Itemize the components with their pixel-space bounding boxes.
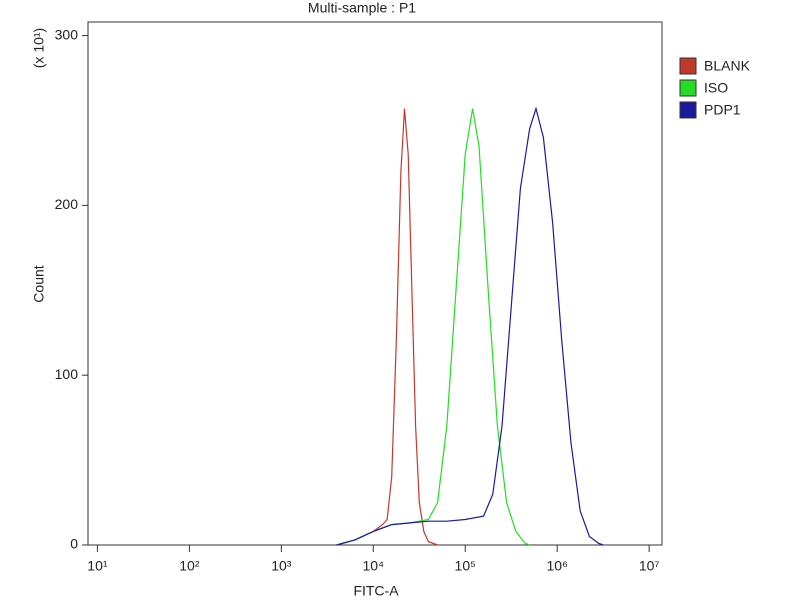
legend-swatch (679, 79, 697, 97)
y-tick-label: 300 (55, 26, 79, 42)
y-tick-label: 0 (70, 536, 78, 552)
legend-swatch (679, 57, 697, 75)
histogram-line (336, 106, 604, 546)
x-tick-label: 10⁷ (639, 558, 660, 574)
legend-label: ISO (704, 80, 728, 96)
legend-label: PDP1 (704, 102, 741, 118)
legend-label: BLANK (704, 58, 751, 74)
histogram-line (336, 108, 438, 546)
x-tick-label: 10³ (271, 558, 292, 574)
plot-frame (87, 21, 663, 546)
x-tick-label: 10¹ (87, 558, 108, 574)
chart-title: Multi-sample : P1 (308, 0, 416, 16)
y-axis-label: Count (31, 265, 47, 302)
y-multiplier: (x 10¹) (31, 28, 47, 68)
y-tick-label: 200 (55, 196, 79, 212)
legend-swatch (679, 101, 697, 119)
x-tick-label: 10⁴ (362, 558, 384, 574)
x-axis-label: FITC-A (353, 583, 399, 599)
x-tick-label: 10⁵ (455, 558, 476, 574)
x-tick-label: 10² (179, 558, 200, 574)
y-tick-label: 100 (55, 366, 79, 382)
histogram-line (336, 108, 530, 546)
x-tick-label: 10⁶ (547, 558, 568, 574)
